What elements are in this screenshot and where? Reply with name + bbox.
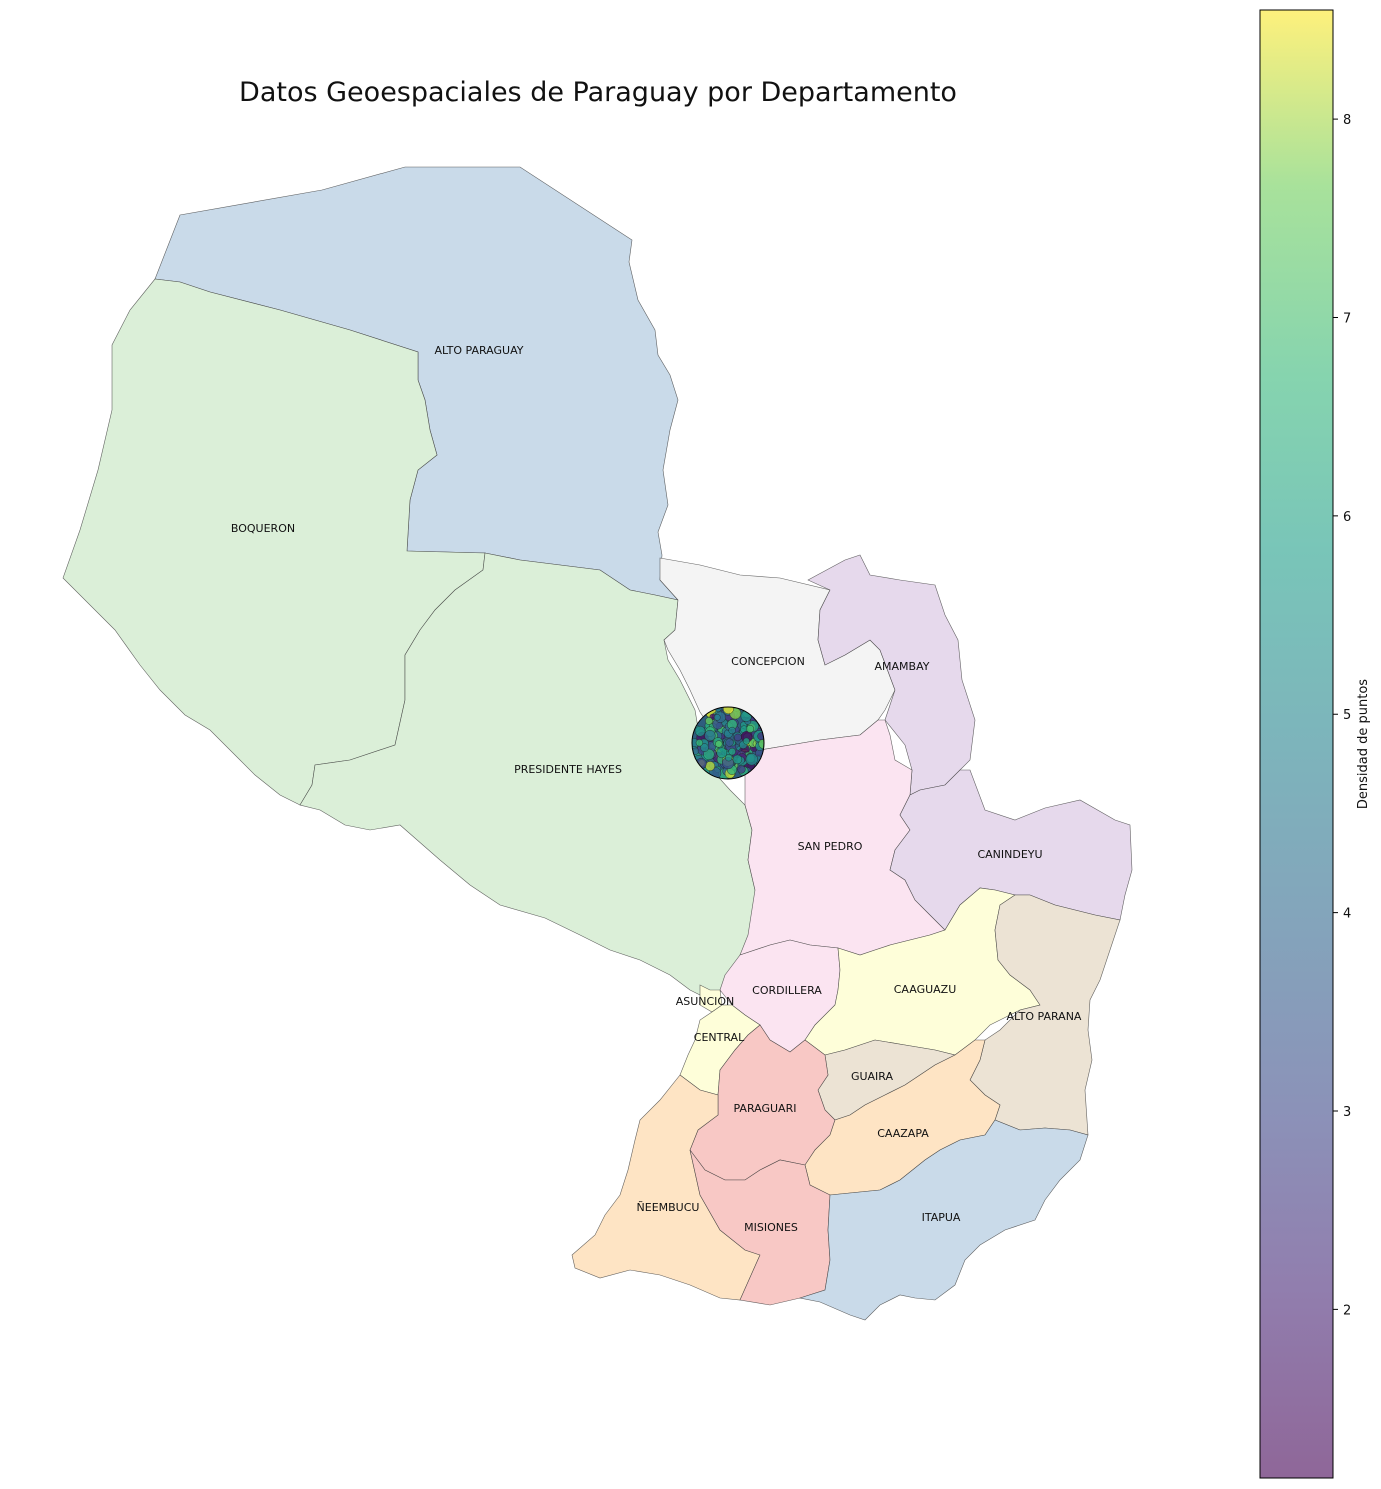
points-cluster-outline bbox=[691, 706, 765, 780]
map-title: Datos Geoespaciales de Paraguay por Depa… bbox=[239, 77, 957, 108]
density-point bbox=[704, 729, 716, 742]
density-point bbox=[725, 754, 733, 762]
density-point bbox=[725, 738, 734, 747]
density-point bbox=[743, 737, 750, 745]
label-central: CENTRAL bbox=[694, 1031, 745, 1044]
label-itapua: ITAPUA bbox=[922, 1211, 961, 1224]
colorbar-tick-label: 5 bbox=[1343, 708, 1351, 723]
density-point bbox=[734, 733, 742, 742]
label-san-pedro: SAN PEDRO bbox=[798, 840, 863, 853]
label-cordillera: CORDILLERA bbox=[752, 984, 822, 997]
label-alto-parana: ALTO PARANA bbox=[1007, 1010, 1082, 1023]
density-point bbox=[695, 739, 704, 747]
label-paraguari: PARAGUARI bbox=[734, 1102, 797, 1115]
label-caaguazu: CAAGUAZU bbox=[894, 983, 957, 996]
colorbar-tick-label: 2 bbox=[1343, 1303, 1351, 1318]
density-point bbox=[703, 748, 715, 761]
density-point bbox=[745, 753, 758, 766]
region-neembucu bbox=[571, 1074, 761, 1301]
density-point bbox=[737, 765, 746, 774]
density-point bbox=[700, 743, 709, 752]
density-point bbox=[746, 725, 754, 733]
label-neembucu: ÑEEMBUCU bbox=[637, 1201, 700, 1214]
density-point bbox=[705, 717, 713, 725]
density-point bbox=[705, 761, 715, 771]
colorbar-tick-label: 3 bbox=[1343, 1105, 1351, 1120]
density-point bbox=[716, 747, 728, 759]
colorbar-label: Densidad de puntos bbox=[1356, 679, 1371, 809]
label-presidente-hayes: PRESIDENTE HAYES bbox=[514, 763, 622, 776]
colorbar-ticks: 2 3 4 5 6 7 8 bbox=[1333, 113, 1351, 1318]
label-canindeyu: CANINDEYU bbox=[977, 848, 1042, 861]
label-asuncion: ASUNCION bbox=[676, 995, 735, 1008]
colorbar-gradient bbox=[1260, 10, 1333, 1478]
colorbar-frame bbox=[1259, 9, 1334, 1479]
label-amambay: AMAMBAY bbox=[875, 660, 930, 673]
label-misiones: MISIONES bbox=[744, 1221, 798, 1234]
department-labels: ALTO PARAGUAY BOQUERON PRESIDENTE HAYES CON… bbox=[231, 344, 1082, 1234]
colorbar: 2 3 4 5 6 7 8 Densidad de puntos bbox=[1259, 9, 1371, 1479]
density-point bbox=[728, 726, 736, 735]
density-point bbox=[713, 714, 721, 721]
label-caazapa: CAAZAPA bbox=[877, 1127, 929, 1140]
colorbar-tick-label: 8 bbox=[1343, 113, 1351, 128]
density-point bbox=[694, 725, 706, 737]
colorbar-tick-label: 7 bbox=[1343, 311, 1351, 326]
department-layer bbox=[62, 166, 1133, 1321]
density-point bbox=[723, 707, 734, 715]
density-point bbox=[732, 754, 743, 765]
density-point bbox=[715, 740, 723, 748]
colorbar-tick-label: 4 bbox=[1343, 907, 1351, 922]
label-alto-paraguay: ALTO PARAGUAY bbox=[435, 344, 524, 357]
region-itapua bbox=[798, 1119, 1089, 1321]
density-point bbox=[728, 747, 736, 756]
label-concepcion: CONCEPCION bbox=[731, 655, 805, 668]
colorbar-tick-label: 6 bbox=[1343, 510, 1351, 525]
label-boqueron: BOQUERON bbox=[231, 522, 295, 535]
label-guaira: GUAIRA bbox=[851, 1070, 894, 1083]
